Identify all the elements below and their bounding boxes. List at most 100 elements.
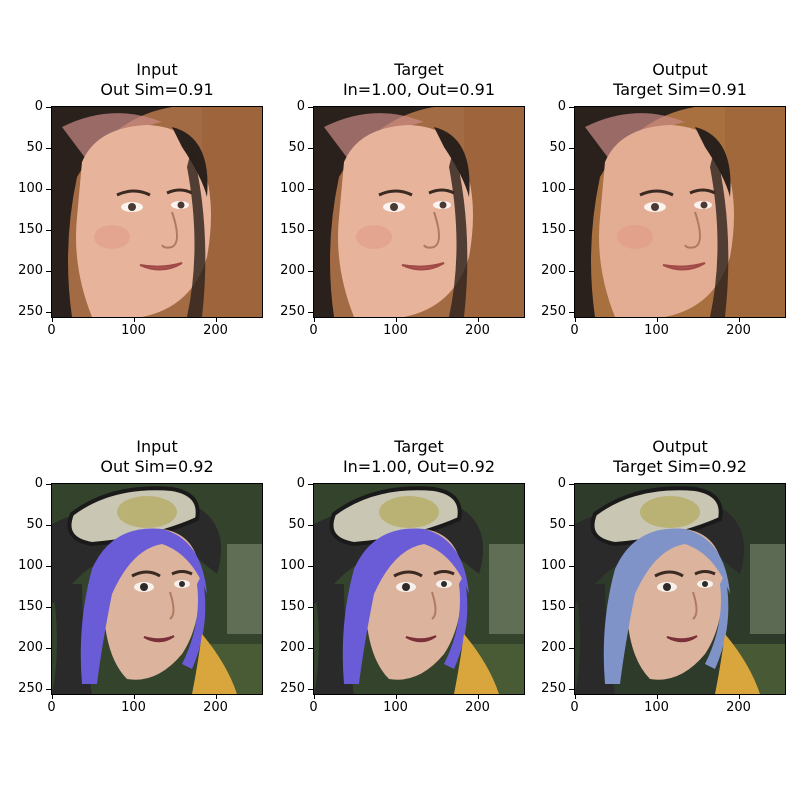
x-tick-label: 200 [465, 700, 490, 715]
x-tick-label: 100 [644, 700, 669, 715]
x-tick-label: 100 [383, 700, 408, 715]
y-tick-label: 250 [18, 680, 43, 696]
y-tick-label: 250 [541, 303, 566, 319]
y-tick-mark [569, 106, 574, 108]
image-panel: Target In=1.00, Out=0.92 0 50 100 150 200 250 0… [280, 437, 525, 715]
x-tick-label: 100 [383, 323, 408, 338]
y-tick-mark [46, 106, 51, 108]
image-panel: Target In=1.00, Out=0.91 0 50 100 150 200 250 0… [280, 60, 525, 338]
y-tick-mark [569, 565, 574, 567]
y-tick-mark [308, 688, 313, 690]
panel-title-line: Input [136, 60, 178, 79]
panel-title: Input Out Sim=0.92 [11, 437, 303, 477]
y-tick-mark [308, 524, 313, 526]
panel-title-line: Target [394, 60, 444, 79]
y-tick-mark [569, 270, 574, 272]
y-tick-mark [308, 565, 313, 567]
x-tick-mark [313, 317, 315, 322]
y-tick-mark [308, 229, 313, 231]
x-tick-mark [477, 694, 479, 699]
y-tick-mark [308, 647, 313, 649]
y-tick-mark [569, 647, 574, 649]
y-tick-label: 200 [18, 262, 43, 278]
x-tick-label: 100 [121, 700, 146, 715]
panel-subtitle-line: Out Sim=0.91 [100, 80, 214, 99]
y-tick-mark [308, 147, 313, 149]
y-tick-label: 100 [280, 180, 305, 196]
y-tick-label: 0 [296, 98, 305, 114]
y-tick-label: 150 [280, 221, 305, 237]
y-tick-label: 200 [541, 639, 566, 655]
y-tick-label: 50 [26, 139, 43, 155]
x-tick-label: 200 [465, 323, 490, 338]
y-tick-label: 200 [541, 262, 566, 278]
y-tick-mark [569, 483, 574, 485]
x-tick-mark [215, 694, 217, 699]
x-tick-mark [574, 694, 576, 699]
y-tick-label: 250 [280, 680, 305, 696]
x-tick-mark [738, 694, 740, 699]
y-tick-label: 100 [280, 557, 305, 573]
y-tick-label: 150 [18, 598, 43, 614]
y-tick-label: 200 [280, 639, 305, 655]
x-tick-mark [51, 317, 53, 322]
face-image [51, 483, 263, 695]
x-tick-mark [395, 317, 397, 322]
y-tick-mark [46, 147, 51, 149]
image-panel: Input Out Sim=0.91 0 50 100 150 200 250 0 100 200 [18, 60, 263, 338]
y-tick-label: 0 [34, 475, 43, 491]
panel-subtitle-line: Target Sim=0.91 [613, 80, 747, 99]
x-tick-mark [313, 694, 315, 699]
y-tick-mark [46, 311, 51, 313]
y-tick-mark [308, 106, 313, 108]
x-tick-label: 0 [309, 323, 318, 338]
face-image [313, 106, 525, 318]
y-tick-label: 200 [18, 639, 43, 655]
face-image [574, 483, 786, 695]
panel-title-line: Output [652, 437, 708, 456]
x-tick-label: 0 [309, 700, 318, 715]
y-tick-label: 0 [34, 98, 43, 114]
y-tick-mark [46, 647, 51, 649]
y-tick-label: 250 [18, 303, 43, 319]
y-tick-mark [569, 606, 574, 608]
y-tick-mark [569, 688, 574, 690]
x-tick-label: 100 [121, 323, 146, 338]
x-tick-label: 200 [203, 700, 228, 715]
x-tick-label: 0 [570, 323, 579, 338]
panel-subtitle-line: Target Sim=0.92 [613, 457, 747, 476]
y-tick-mark [46, 688, 51, 690]
x-tick-mark [574, 317, 576, 322]
y-tick-mark [46, 188, 51, 190]
x-tick-mark [395, 694, 397, 699]
panel-title-line: Target [394, 437, 444, 456]
image-panel: Input Out Sim=0.92 0 50 100 150 200 250 0 100 200 [18, 437, 263, 715]
face-image [51, 106, 263, 318]
panel-subtitle-line: In=1.00, Out=0.92 [342, 457, 496, 476]
y-tick-label: 150 [18, 221, 43, 237]
y-tick-label: 150 [280, 598, 305, 614]
x-tick-label: 0 [47, 323, 56, 338]
y-tick-label: 200 [280, 262, 305, 278]
y-tick-label: 100 [541, 557, 566, 573]
y-tick-label: 0 [296, 475, 305, 491]
y-tick-label: 150 [541, 598, 566, 614]
y-tick-mark [46, 565, 51, 567]
y-tick-mark [569, 229, 574, 231]
y-tick-label: 50 [288, 516, 305, 532]
x-tick-mark [477, 317, 479, 322]
y-tick-mark [46, 606, 51, 608]
x-tick-label: 0 [570, 700, 579, 715]
panel-title-line: Input [136, 437, 178, 456]
panel-title: Output Target Sim=0.91 [534, 60, 800, 100]
x-tick-mark [51, 694, 53, 699]
y-tick-label: 100 [18, 180, 43, 196]
x-tick-mark [738, 317, 740, 322]
panel-subtitle-line: In=1.00, Out=0.91 [342, 80, 496, 99]
y-tick-mark [308, 270, 313, 272]
image-panel: Output Target Sim=0.92 0 50 100 150 200 250 0 10… [541, 437, 786, 715]
y-tick-label: 0 [557, 475, 566, 491]
y-tick-mark [569, 147, 574, 149]
y-tick-label: 50 [26, 516, 43, 532]
y-tick-label: 0 [557, 98, 566, 114]
